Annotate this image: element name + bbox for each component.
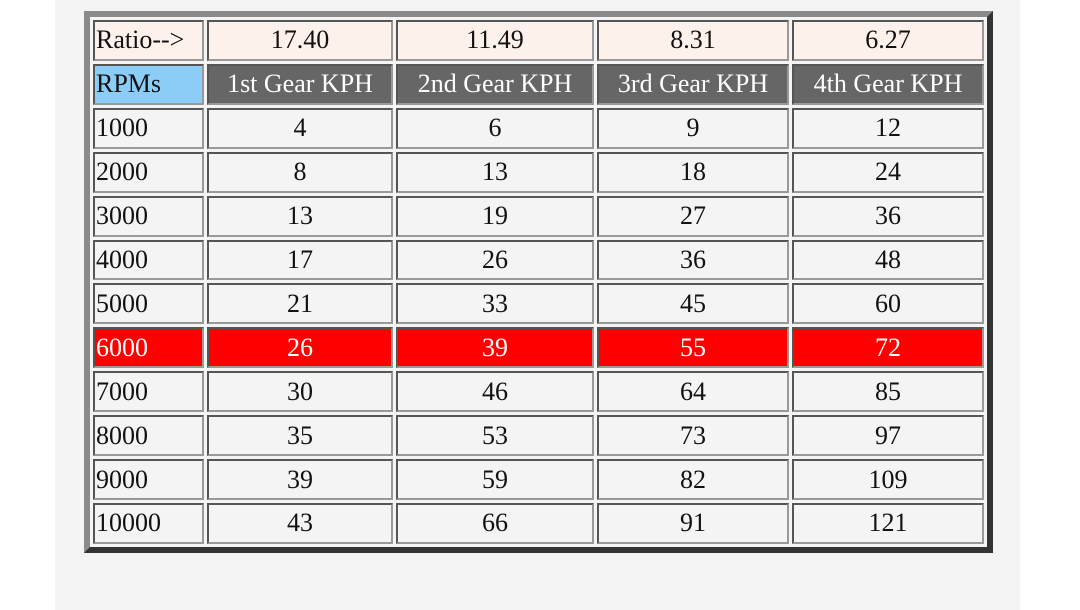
gear-header: 4th Gear KPH [792,63,984,105]
speed-cell: 13 [396,151,594,193]
speed-cell: 9 [597,107,789,149]
speed-cell: 26 [207,327,393,369]
speed-cell: 19 [396,195,594,237]
ratio-cell: 8.31 [597,20,789,61]
ratio-label: Ratio--> [93,20,204,61]
ratio-cell: 17.40 [207,20,393,61]
speed-cell: 26 [396,239,594,281]
speed-cell: 82 [597,459,789,500]
speed-cell: 39 [207,459,393,500]
rpm-header: RPMs [93,63,204,105]
table-row: 2000 8 13 18 24 [93,151,984,193]
speed-cell: 43 [207,502,393,544]
speed-cell: 46 [396,371,594,413]
rpm-cell: 6000 [93,327,204,369]
speed-cell: 12 [792,107,984,149]
ratio-cell: 6.27 [792,20,984,61]
header-row: RPMs 1st Gear KPH 2nd Gear KPH 3rd Gear … [93,63,984,105]
speed-cell: 36 [597,239,789,281]
rpm-cell: 9000 [93,459,204,500]
table-row: 7000 30 46 64 85 [93,371,984,413]
gear-header: 1st Gear KPH [207,63,393,105]
speed-cell: 24 [792,151,984,193]
speed-cell: 85 [792,371,984,413]
speed-cell: 121 [792,502,984,544]
speed-cell: 60 [792,283,984,325]
table-row: 3000 13 19 27 36 [93,195,984,237]
speed-cell: 33 [396,283,594,325]
speed-cell: 6 [396,107,594,149]
speed-cell: 64 [597,371,789,413]
speed-cell: 109 [792,459,984,500]
rpm-cell: 8000 [93,415,204,457]
speed-cell: 72 [792,327,984,369]
gear-header: 2nd Gear KPH [396,63,594,105]
speed-cell: 8 [207,151,393,193]
speed-cell: 30 [207,371,393,413]
speed-cell: 45 [597,283,789,325]
speed-cell: 35 [207,415,393,457]
speed-cell: 91 [597,502,789,544]
rpm-cell: 4000 [93,239,204,281]
gear-speed-table: Ratio--> 17.40 11.49 8.31 6.27 RPMs 1st … [84,11,993,553]
speed-cell: 59 [396,459,594,500]
gear-header: 3rd Gear KPH [597,63,789,105]
speed-cell: 4 [207,107,393,149]
rpm-cell: 5000 [93,283,204,325]
rpm-cell: 10000 [93,502,204,544]
speed-cell: 13 [207,195,393,237]
rpm-cell: 1000 [93,107,204,149]
speed-cell: 18 [597,151,789,193]
speed-cell: 55 [597,327,789,369]
table-row: 5000 21 33 45 60 [93,283,984,325]
table-row: 1000 4 6 9 12 [93,107,984,149]
speed-cell: 66 [396,502,594,544]
speed-cell: 97 [792,415,984,457]
rpm-cell: 3000 [93,195,204,237]
table-row: 10000 43 66 91 121 [93,502,984,544]
rpm-cell: 2000 [93,151,204,193]
speed-cell: 36 [792,195,984,237]
speed-cell: 17 [207,239,393,281]
speed-cell: 48 [792,239,984,281]
table-row: 9000 39 59 82 109 [93,459,984,500]
ratio-cell: 11.49 [396,20,594,61]
ratio-row: Ratio--> 17.40 11.49 8.31 6.27 [93,20,984,61]
speed-cell: 53 [396,415,594,457]
speed-cell: 73 [597,415,789,457]
rpm-cell: 7000 [93,371,204,413]
table-row: 8000 35 53 73 97 [93,415,984,457]
speed-cell: 21 [207,283,393,325]
speed-cell: 39 [396,327,594,369]
speed-cell: 27 [597,195,789,237]
table-row-highlighted: 6000 26 39 55 72 [93,327,984,369]
table-row: 4000 17 26 36 48 [93,239,984,281]
